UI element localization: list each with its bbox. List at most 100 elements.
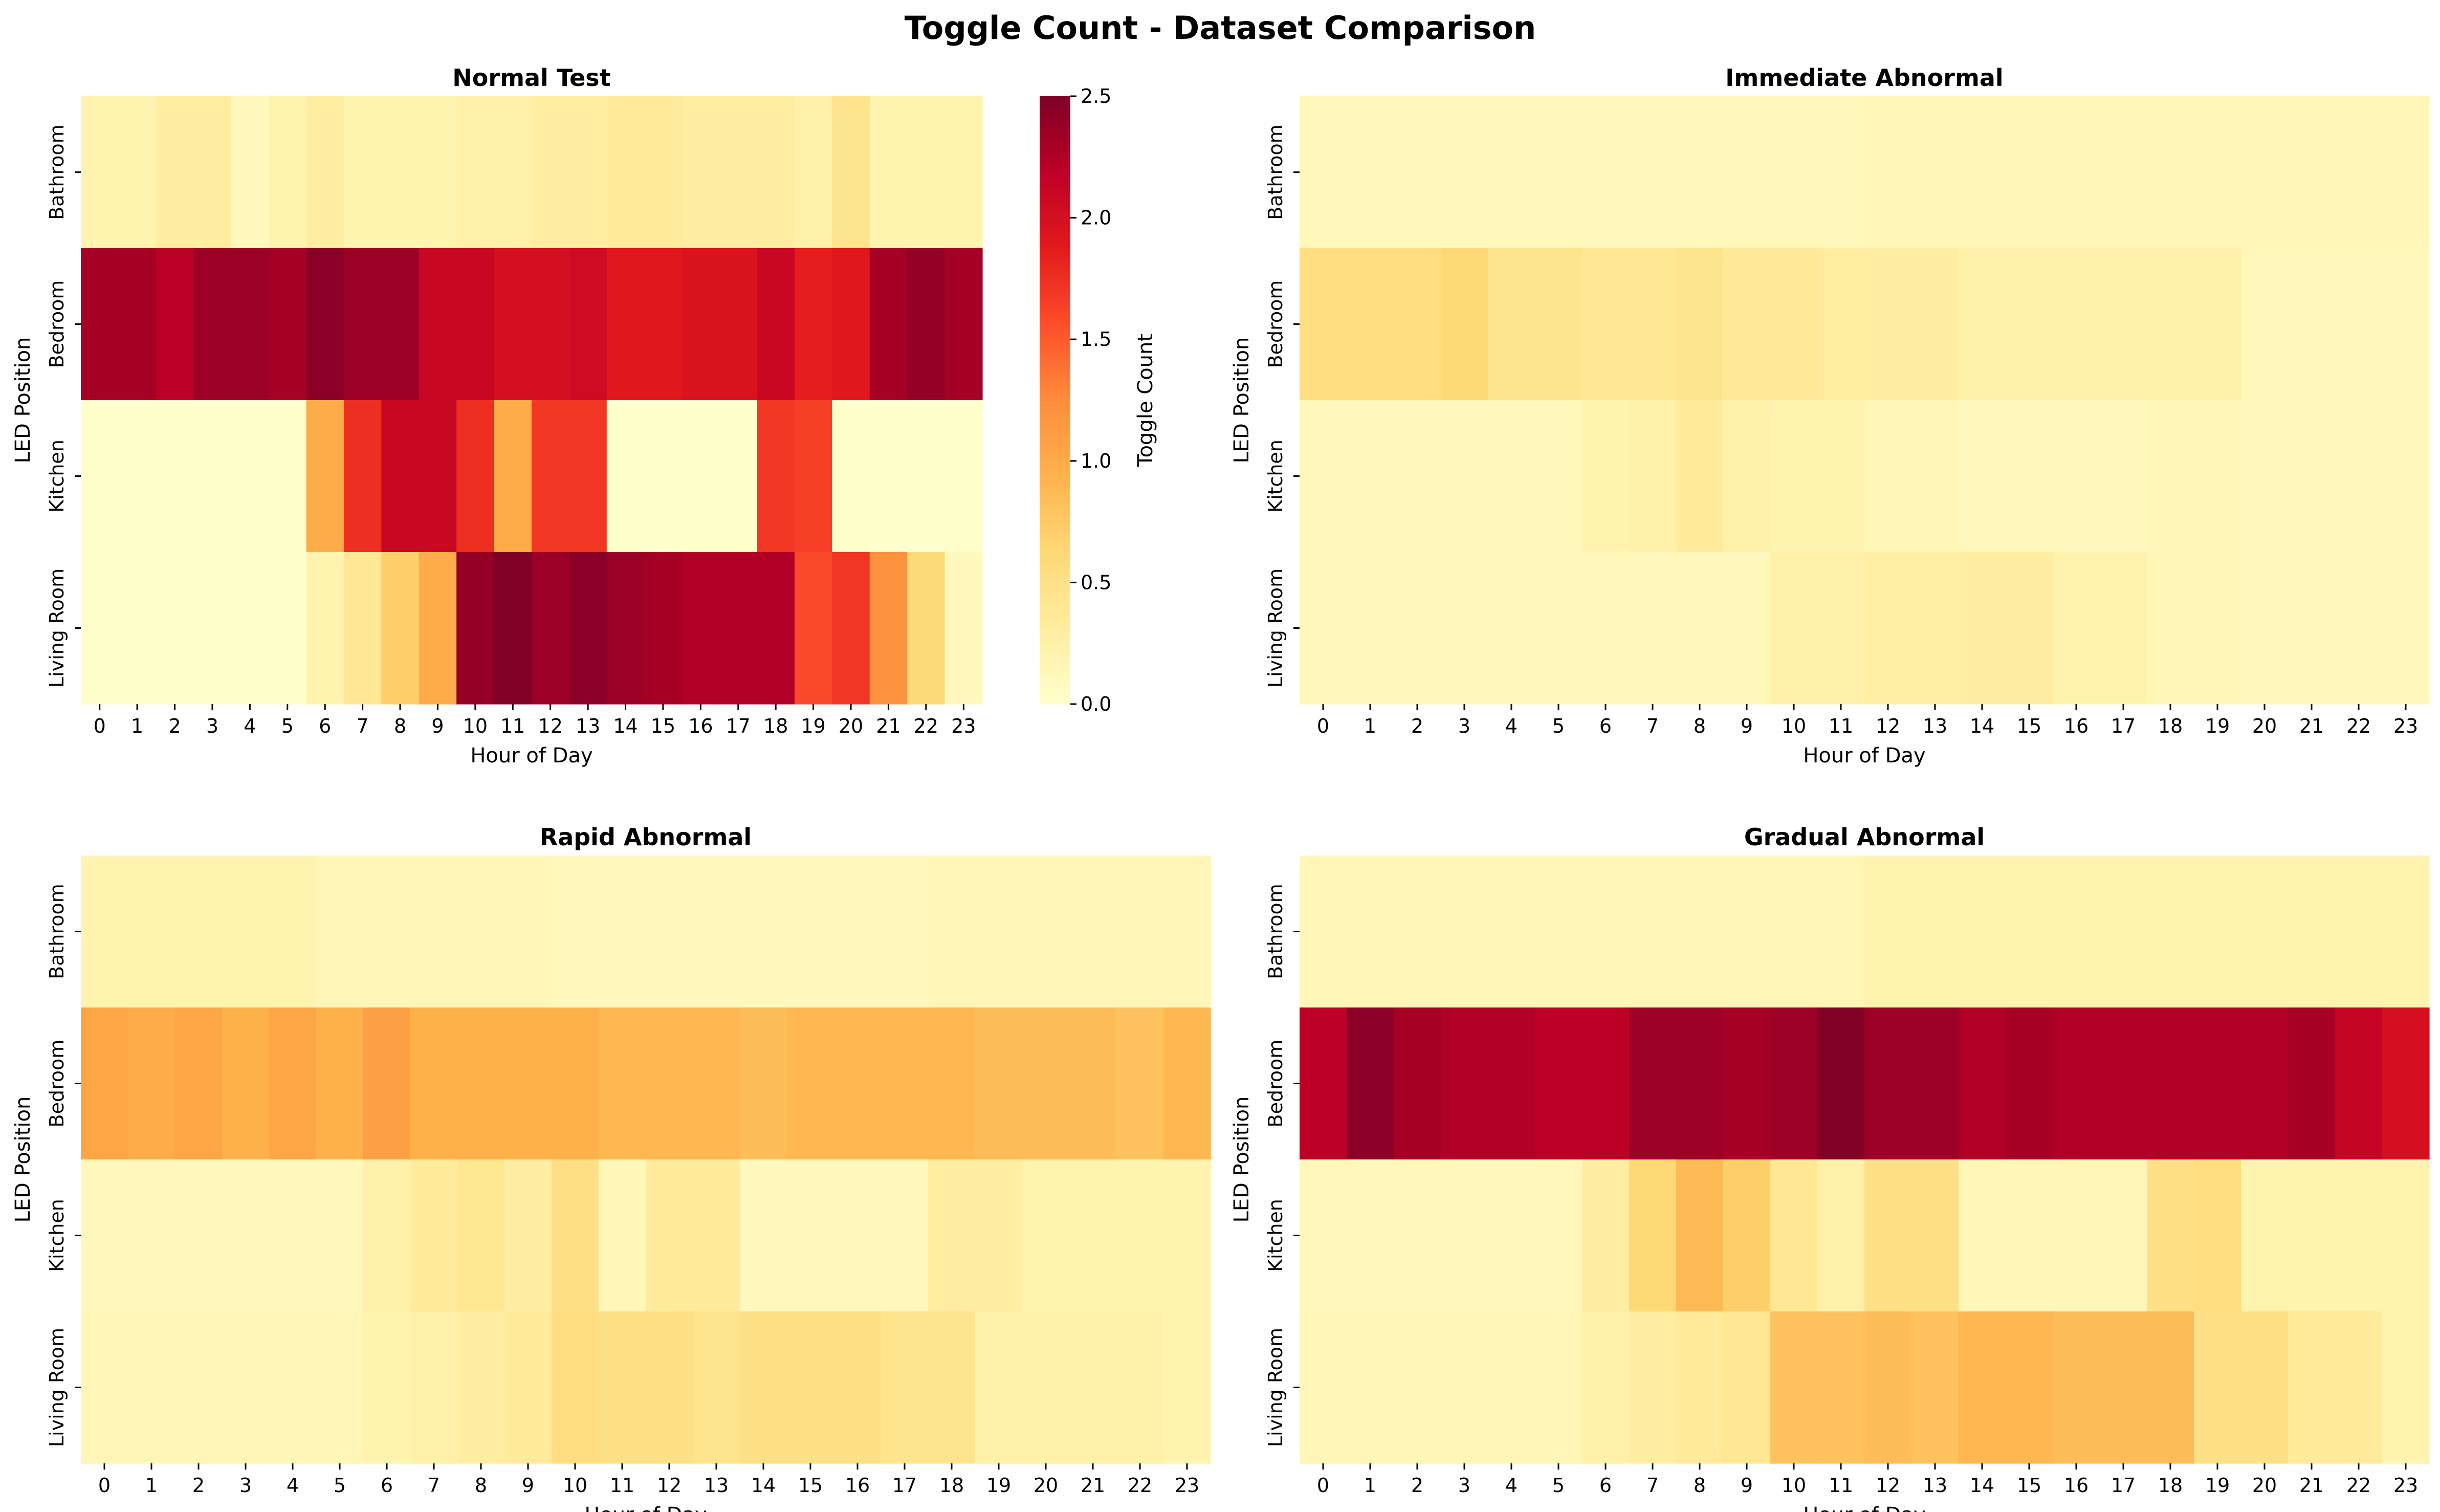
colorbar-segment [1040,494,1070,498]
colorbar-segment [1040,342,1070,346]
colorbar-tick-label: 1.5 [1081,328,1111,350]
heatmap-cell [2053,1159,2100,1312]
x-tick-label: 20 [2252,1474,2277,1497]
heatmap-cell [757,552,795,705]
heatmap-cell [1723,1311,1771,1464]
colorbar-segment [1040,233,1070,237]
x-tick-label: 11 [1829,1474,1853,1497]
heatmap-cell [1535,856,1582,1008]
heatmap-cell [1022,1311,1070,1464]
x-tick-label: 2 [1411,715,1423,737]
y-tick-label: Bathroom [46,884,68,979]
heatmap-cell [907,400,946,553]
colorbar-segment [1040,163,1070,167]
heatmap-cell [419,400,457,553]
heatmap-cell [1723,1159,1771,1312]
y-tick-label: Kitchen [1264,1199,1287,1272]
heatmap-cell [569,96,607,249]
heatmap-cell [1629,248,1677,401]
heatmap-cell [869,248,908,401]
heatmap-cell [1488,248,1535,401]
heatmap-cell [410,1159,458,1312]
colorbar-segment [1040,528,1070,532]
heatmap-cell [175,1311,223,1464]
heatmap-cell [1394,96,1441,249]
colorbar-segment [1040,467,1070,471]
heatmap-cell [1864,1007,1912,1160]
heatmap-cell [599,1159,646,1312]
colorbar-segment [1040,582,1070,586]
colorbar-segment [1040,266,1070,270]
heatmap-cell [1441,248,1488,401]
colorbar-segment [1040,591,1070,595]
figure-title: Toggle Count - Dataset Comparison [905,9,1536,47]
heatmap-cell [881,1159,929,1312]
x-tick-label: 10 [563,1474,587,1497]
heatmap-cell [2241,1007,2289,1160]
colorbar-segment [1040,245,1070,249]
heatmap-cell [928,856,976,1008]
panel-rapid-abnormal: 0 1 2 3 4 5 6 7 8 9 10 11 12 13 14 15 16 17 18 19 20 21 22 23Ba… [11,823,1211,1512]
heatmap-cell [1300,400,1347,553]
colorbar-segment [1040,102,1070,106]
colorbar-segment [1040,154,1070,158]
colorbar-segment [1040,205,1070,209]
y-tick-label: Bedroom [46,1040,68,1128]
colorbar-segment [1040,606,1070,610]
colorbar-segment [1040,193,1070,197]
heatmap-cell [644,96,683,249]
colorbar-segment [1040,658,1070,662]
panel-normal-test: 0 1 2 3 4 5 6 7 8 9 10 11 12 13 14 15 16 17 18 19 20 21 22 23Ba… [11,64,1157,768]
heatmap-cell [316,1007,364,1160]
heatmap-cell [606,552,645,705]
colorbar-segment [1040,196,1070,200]
heatmap-cell [693,856,740,1008]
heatmap-cell [2100,400,2147,553]
heatmap-cell [2382,1311,2430,1464]
x-tick-label: 9 [1741,715,1753,737]
heatmap-cell [363,856,411,1008]
heatmap-cell [494,400,532,553]
colorbar-segment [1040,503,1070,507]
colorbar-segment [1040,588,1070,593]
colorbar-segment [1040,476,1070,480]
colorbar-segment [1040,497,1070,501]
heatmap-cell [494,552,532,705]
colorbar-segment [1040,278,1070,282]
colorbar-segment [1040,239,1070,243]
heatmap-cell [832,96,870,249]
heatmap-cell [231,552,269,705]
colorbar-segment [1040,512,1070,516]
x-tick-label: 4 [1505,715,1518,737]
heatmap-cell [1394,856,1441,1008]
x-tick-label: 5 [334,1474,346,1497]
heatmap-cell [2100,96,2147,249]
heatmap-cell [306,96,344,249]
heatmap-cell [2194,1159,2241,1312]
colorbar-segment [1040,637,1070,641]
x-tick-label: 22 [2346,715,2371,737]
colorbar-segment [1040,698,1070,702]
heatmap-cell [787,1007,834,1160]
colorbar-segment [1040,424,1070,428]
heatmap-cell [2053,248,2100,401]
colorbar-segment [1040,564,1070,568]
heatmap-cell [269,1311,317,1464]
heatmap-cell [1069,1311,1117,1464]
colorbar-segment [1040,251,1070,255]
x-tick-label: 18 [2158,715,2183,737]
x-tick-label: 14 [613,715,638,737]
colorbar-segment [1040,357,1070,361]
heatmap-cell [1817,552,1865,705]
heatmap-cell [118,400,157,553]
x-tick-label: 11 [610,1474,634,1497]
colorbar-segment [1040,150,1070,155]
heatmap-cell [1582,248,1630,401]
colorbar-segment [1040,409,1070,413]
heatmap-cell [1347,96,1394,249]
colorbar-segment [1040,488,1070,492]
heatmap-cell [787,1311,834,1464]
colorbar-segment [1040,576,1070,580]
heatmap-cell [1441,856,1488,1008]
x-tick-label: 23 [951,715,976,737]
